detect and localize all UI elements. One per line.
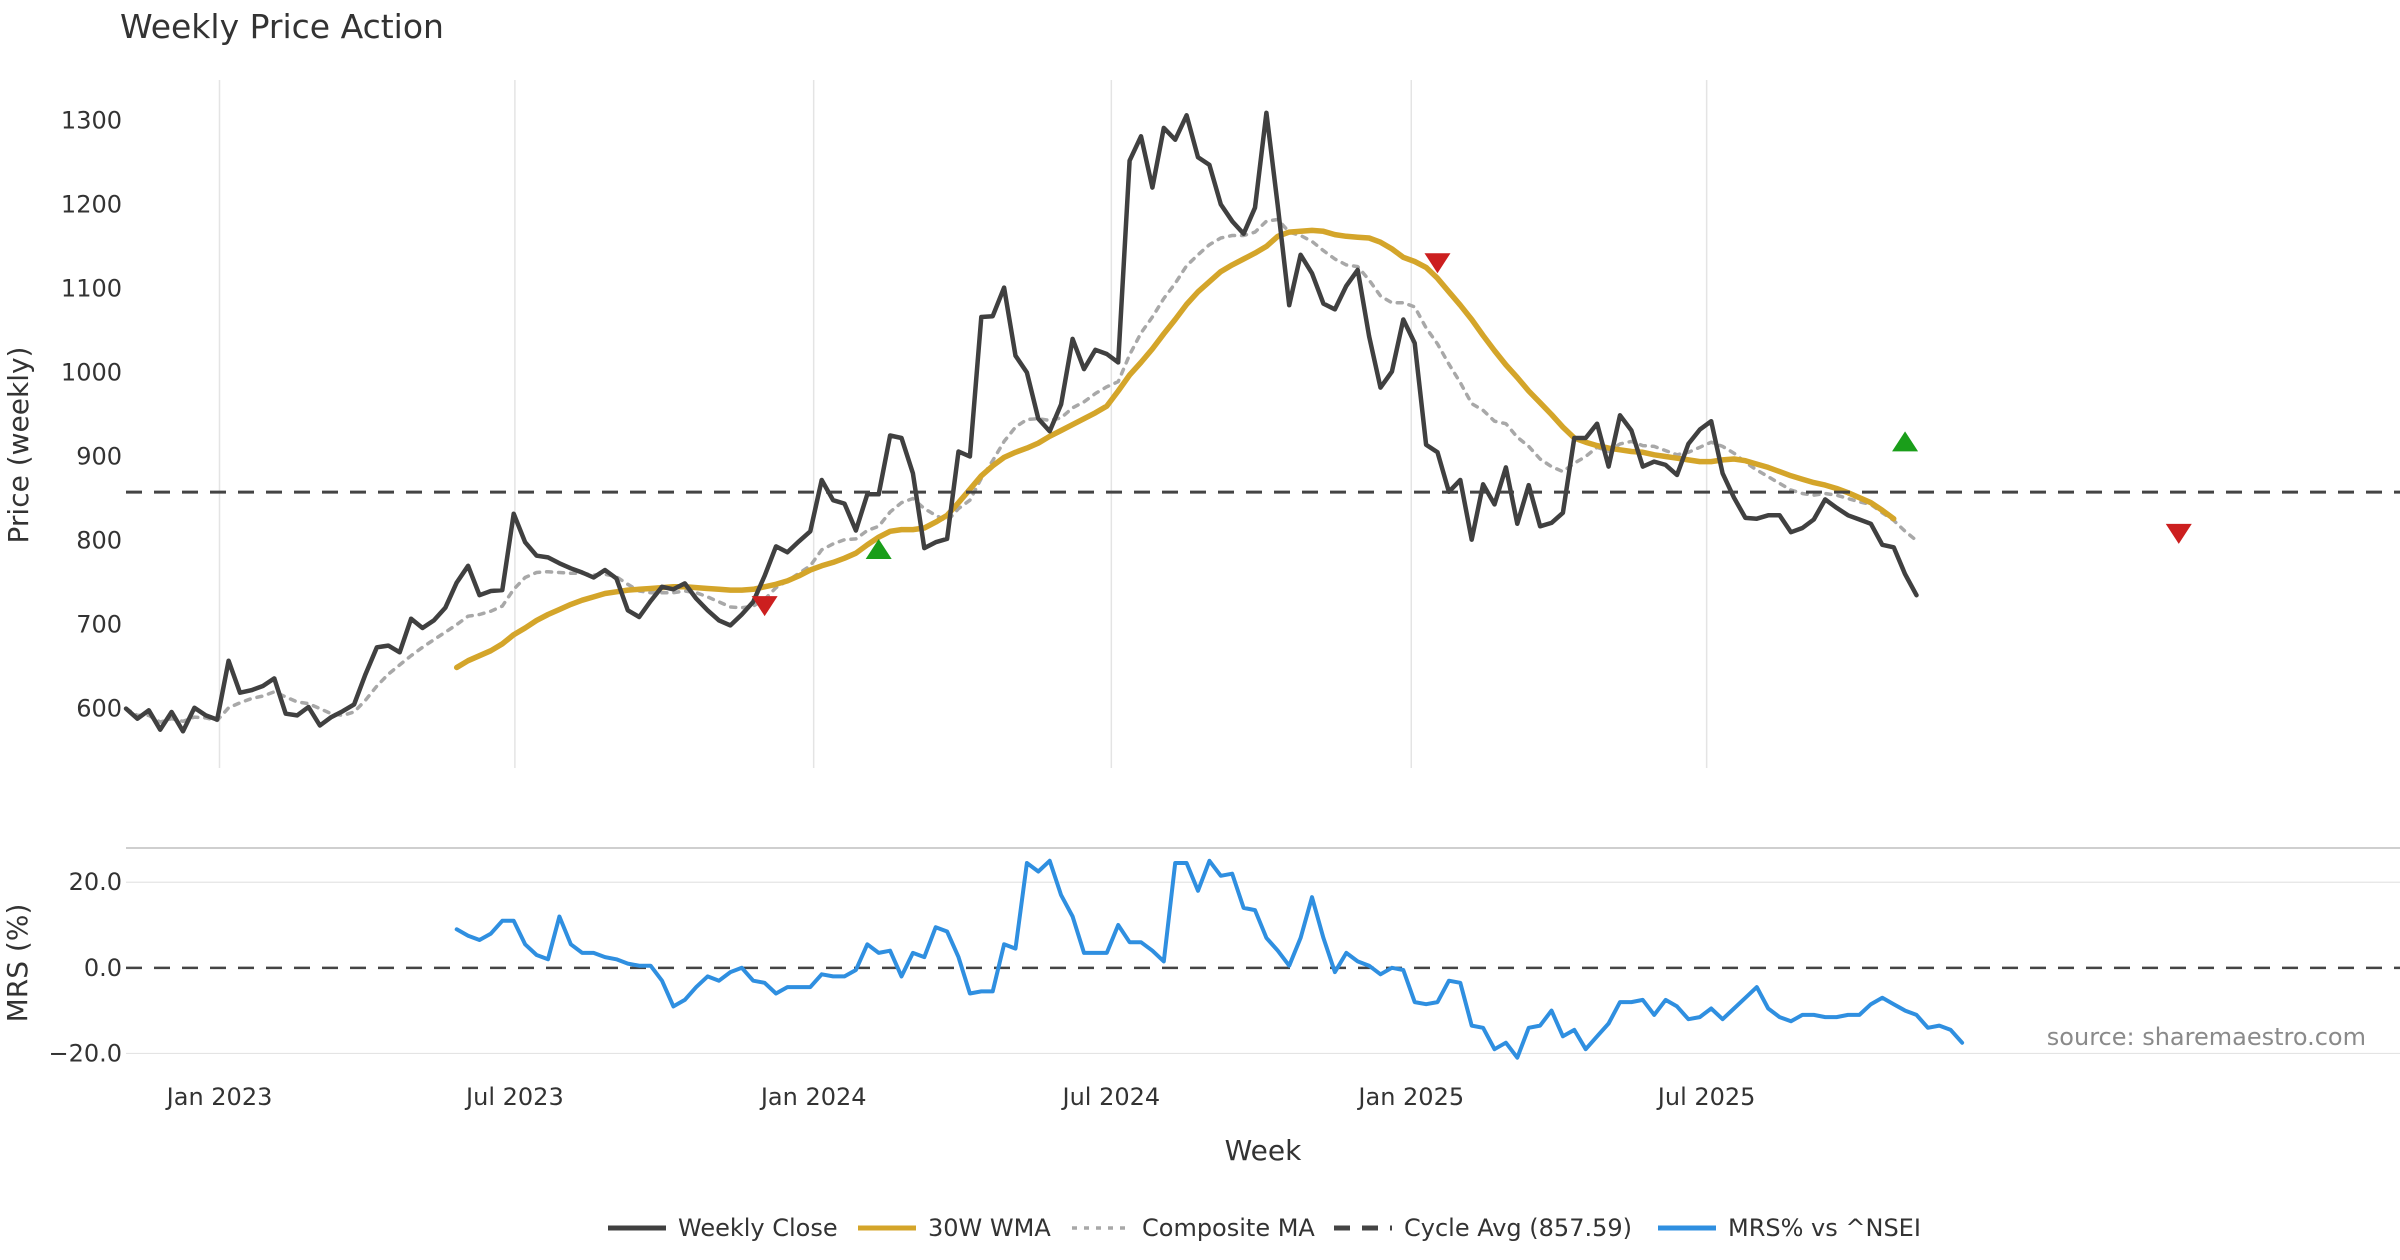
price-ytick-1300: 1300 bbox=[61, 106, 122, 134]
xtick-jan-2024: Jan 2024 bbox=[759, 1083, 867, 1111]
xtick-jul-2025: Jul 2025 bbox=[1656, 1083, 1756, 1111]
legend-label-30w-wma: 30W WMA bbox=[928, 1214, 1051, 1242]
series-mrs-vs-nsei bbox=[454, 858, 1965, 1060]
legend-label-mrs-vs-nsei: MRS% vs ^NSEI bbox=[1728, 1214, 1921, 1242]
x-axis: Jan 2023 Jul 2023 Jan 2024 Jul 2024 Jan 2025… bbox=[165, 1083, 1756, 1167]
mrs-ytick-2: −20.0 bbox=[48, 1039, 122, 1067]
sell-signal-5 bbox=[2165, 523, 2192, 544]
series-composite-ma bbox=[124, 217, 1919, 724]
xtick-jan-2025: Jan 2025 bbox=[1356, 1083, 1464, 1111]
price-ytick-800: 800 bbox=[76, 527, 122, 555]
sell-signal-1 bbox=[751, 596, 778, 617]
buy-signal-4 bbox=[1892, 431, 1919, 452]
legend-label-weekly-close: Weekly Close bbox=[678, 1214, 838, 1242]
price-ytick-600: 600 bbox=[76, 695, 122, 723]
xtick-jan-2023: Jan 2023 bbox=[165, 1083, 273, 1111]
legend-label-composite-ma: Composite MA bbox=[1142, 1214, 1315, 1242]
mrs-ylabel: MRS (%) bbox=[1, 904, 34, 1023]
source-note: source: sharemaestro.com bbox=[2047, 1023, 2366, 1051]
series-weekly-close bbox=[123, 110, 1919, 734]
price-ytick-1100: 1100 bbox=[61, 274, 122, 302]
price-ytick-700: 700 bbox=[76, 611, 122, 639]
legend: Weekly Close 30W WMA Composite MA Cycle Avg… bbox=[608, 1214, 1921, 1242]
xtick-jul-2023: Jul 2023 bbox=[464, 1083, 564, 1111]
sell-signal-3 bbox=[1424, 253, 1451, 274]
mrs-panel: 20.0 0.0 −20.0 MRS (%) bbox=[1, 847, 2400, 1067]
price-ylabel: Price (weekly) bbox=[2, 347, 35, 544]
price-ytick-1200: 1200 bbox=[61, 190, 122, 218]
buy-signal-2 bbox=[865, 538, 892, 559]
xtick-jul-2024: Jul 2024 bbox=[1060, 1083, 1160, 1111]
mrs-ytick-1: 0.0 bbox=[84, 954, 122, 982]
series-30w-wma bbox=[453, 227, 1897, 671]
x-axis-label: Week bbox=[1225, 1134, 1302, 1167]
legend-label-cycle-avg-857-59: Cycle Avg (857.59) bbox=[1404, 1214, 1632, 1242]
chart-title: Weekly Price Action bbox=[120, 7, 444, 46]
price-ytick-1000: 1000 bbox=[61, 358, 122, 386]
price-panel: 600 700 800 900 1000 1100 1200 1300 Price (weekl… bbox=[2, 80, 2400, 768]
mrs-ytick-0: 20.0 bbox=[69, 868, 122, 896]
price-ytick-900: 900 bbox=[76, 443, 122, 471]
